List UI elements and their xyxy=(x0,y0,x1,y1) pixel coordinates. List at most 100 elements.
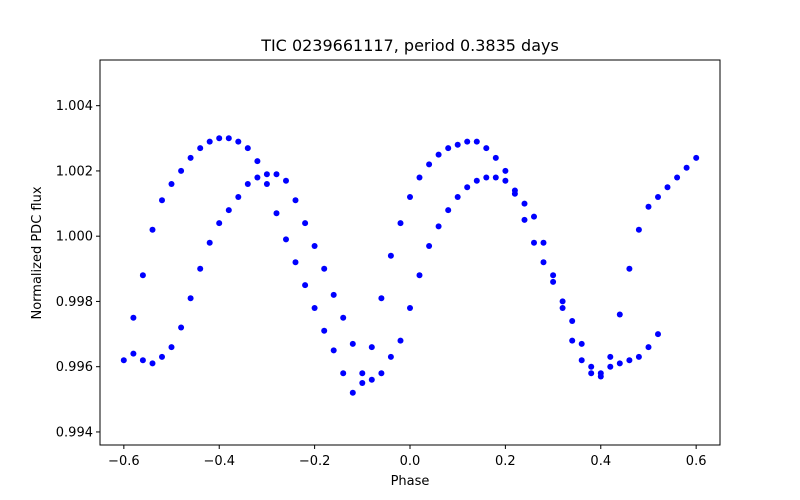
data-point xyxy=(330,347,337,354)
data-point xyxy=(387,353,394,360)
data-point xyxy=(197,145,204,152)
data-point xyxy=(559,305,566,311)
data-point xyxy=(225,135,232,142)
data-point xyxy=(216,220,223,227)
data-point xyxy=(368,344,375,351)
data-point xyxy=(206,138,213,145)
data-point xyxy=(273,171,280,178)
data-point xyxy=(178,324,185,331)
data-point xyxy=(578,357,585,364)
data-point xyxy=(120,357,127,364)
data-point xyxy=(235,194,242,200)
data-point xyxy=(397,337,404,344)
data-point xyxy=(149,226,156,233)
data-point xyxy=(607,363,614,370)
data-point xyxy=(407,305,413,311)
x-tick-label: 0.6 xyxy=(686,454,707,469)
data-point xyxy=(607,353,614,360)
data-point xyxy=(244,181,251,187)
data-point xyxy=(225,207,232,214)
data-point xyxy=(445,145,452,152)
data-point xyxy=(283,177,289,184)
data-point xyxy=(349,340,356,347)
data-point xyxy=(254,174,261,181)
data-point xyxy=(626,357,633,364)
data-point xyxy=(159,197,165,204)
data-point xyxy=(263,181,270,187)
data-point xyxy=(130,350,137,357)
data-point xyxy=(569,318,576,324)
data-point xyxy=(540,259,547,266)
data-point xyxy=(435,223,442,230)
y-tick-label: 0.996 xyxy=(56,360,93,375)
data-point xyxy=(483,145,490,152)
data-point xyxy=(578,340,585,347)
data-point xyxy=(454,141,461,148)
data-point xyxy=(540,239,547,246)
data-point xyxy=(454,194,461,200)
y-tick-label: 0.994 xyxy=(56,425,93,440)
data-point xyxy=(311,305,318,311)
data-point xyxy=(168,181,175,187)
data-point xyxy=(426,161,433,168)
data-point xyxy=(655,331,661,338)
data-point xyxy=(292,259,299,266)
data-point xyxy=(635,226,642,233)
data-point xyxy=(311,243,318,249)
data-point xyxy=(473,138,480,145)
data-point xyxy=(435,151,442,158)
data-point xyxy=(588,370,595,377)
data-point xyxy=(340,314,347,321)
data-point xyxy=(139,272,146,279)
x-tick-label: 0.4 xyxy=(590,454,611,469)
data-point xyxy=(645,344,652,351)
data-point xyxy=(216,135,223,142)
y-axis-label: Normalized PDC flux xyxy=(30,186,45,319)
plot-frame xyxy=(99,59,721,446)
data-point xyxy=(445,207,452,214)
data-point xyxy=(187,154,194,161)
data-point xyxy=(302,282,309,289)
data-point xyxy=(597,370,604,377)
data-point xyxy=(550,272,557,279)
data-point xyxy=(407,194,413,200)
data-point xyxy=(368,376,375,383)
data-point xyxy=(340,370,347,377)
data-point xyxy=(511,187,518,194)
data-point xyxy=(168,344,175,351)
data-point xyxy=(349,389,356,396)
y-tick-label: 1.004 xyxy=(56,99,93,114)
data-point xyxy=(159,353,165,360)
data-point xyxy=(655,194,661,200)
data-point xyxy=(302,220,309,227)
data-point xyxy=(502,167,509,174)
data-point xyxy=(645,203,652,210)
x-axis-label: Phase xyxy=(391,474,430,489)
data-point xyxy=(197,265,204,272)
data-point xyxy=(235,138,242,145)
data-point xyxy=(492,154,499,161)
data-point xyxy=(588,363,595,370)
data-point xyxy=(616,360,623,367)
x-tick-label: 0.2 xyxy=(495,454,516,469)
data-point xyxy=(206,239,213,246)
data-point xyxy=(244,145,251,152)
data-point xyxy=(492,174,499,181)
data-point xyxy=(397,220,404,227)
data-point xyxy=(263,171,270,178)
data-point xyxy=(330,291,337,298)
x-axis: −0.6 −0.4 −0.2 0.0 0.2 0.4 0.6 xyxy=(108,445,706,469)
data-point xyxy=(635,353,642,360)
data-point xyxy=(416,174,423,181)
data-point xyxy=(187,295,194,302)
data-point xyxy=(664,184,671,191)
data-point xyxy=(254,158,261,165)
data-point xyxy=(387,252,394,259)
y-tick-label: 1.000 xyxy=(56,230,93,245)
y-tick-label: 1.002 xyxy=(56,164,93,179)
data-point xyxy=(683,164,690,171)
data-point xyxy=(531,239,537,246)
data-point xyxy=(521,200,528,207)
data-point xyxy=(693,154,700,161)
